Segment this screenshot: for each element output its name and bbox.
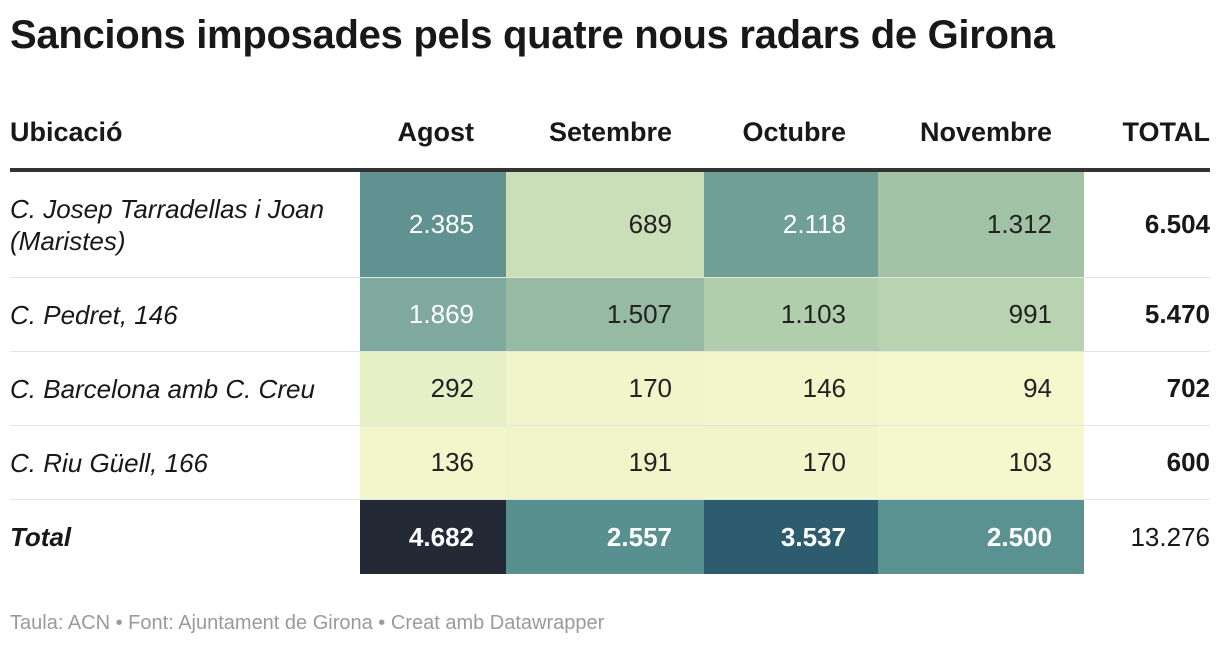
header-row: Ubicació Agost Setembre Octubre Novembre…	[10, 96, 1210, 172]
heat-cell: 2.385	[360, 170, 506, 278]
table-row: C. Riu Güell, 166 136 191 170 103 600	[10, 425, 1210, 500]
header-total[interactable]: TOTAL	[1084, 96, 1210, 172]
header-november[interactable]: Novembre	[878, 96, 1084, 172]
heat-cell: 191	[506, 425, 704, 500]
total-row: Total 4.682 2.557 3.537 2.500 13.276	[10, 499, 1210, 574]
heat-cell: 170	[704, 425, 878, 500]
heat-cell: 136	[360, 425, 506, 500]
heat-cell: 94	[878, 351, 1084, 426]
row-location: C. Josep Tarradellas i Joan (Maristes)	[10, 170, 360, 278]
row-total: 6.504	[1084, 170, 1210, 278]
heat-cell: 1.312	[878, 170, 1084, 278]
heat-cell-total: 3.537	[704, 499, 878, 574]
header-location[interactable]: Ubicació	[10, 96, 360, 172]
heat-cell: 991	[878, 277, 1084, 352]
table-row: C. Josep Tarradellas i Joan (Maristes) 2…	[10, 170, 1210, 278]
header-october[interactable]: Octubre	[704, 96, 878, 172]
row-location: C. Barcelona amb C. Creu	[10, 351, 360, 426]
heat-cell: 689	[506, 170, 704, 278]
table-row: C. Barcelona amb C. Creu 292 170 146 94 …	[10, 351, 1210, 426]
heat-cell: 103	[878, 425, 1084, 500]
chart-title: Sancions imposades pels quatre nous rada…	[10, 13, 1055, 57]
heat-cell: 1.103	[704, 277, 878, 352]
row-location: C. Riu Güell, 166	[10, 425, 360, 500]
sanctions-table: Ubicació Agost Setembre Octubre Novembre…	[10, 96, 1210, 574]
heat-cell: 292	[360, 351, 506, 426]
source-footer: Taula: ACN • Font: Ajuntament de Girona …	[10, 612, 605, 634]
grand-total: 13.276	[1084, 499, 1210, 574]
row-total: 5.470	[1084, 277, 1210, 352]
row-total: 702	[1084, 351, 1210, 426]
row-total: 600	[1084, 425, 1210, 500]
heat-cell: 170	[506, 351, 704, 426]
header-august[interactable]: Agost	[360, 96, 506, 172]
heat-cell-total: 2.500	[878, 499, 1084, 574]
table-row: C. Pedret, 146 1.869 1.507 1.103 991 5.4…	[10, 277, 1210, 352]
total-row-label: Total	[10, 522, 72, 552]
header-september[interactable]: Setembre	[506, 96, 704, 172]
heat-cell: 1.507	[506, 277, 704, 352]
heat-cell: 146	[704, 351, 878, 426]
heat-cell-total: 2.557	[506, 499, 704, 574]
heat-cell: 2.118	[704, 170, 878, 278]
row-location: C. Pedret, 146	[10, 277, 360, 352]
heat-cell: 1.869	[360, 277, 506, 352]
heat-cell-total: 4.682	[360, 499, 506, 574]
